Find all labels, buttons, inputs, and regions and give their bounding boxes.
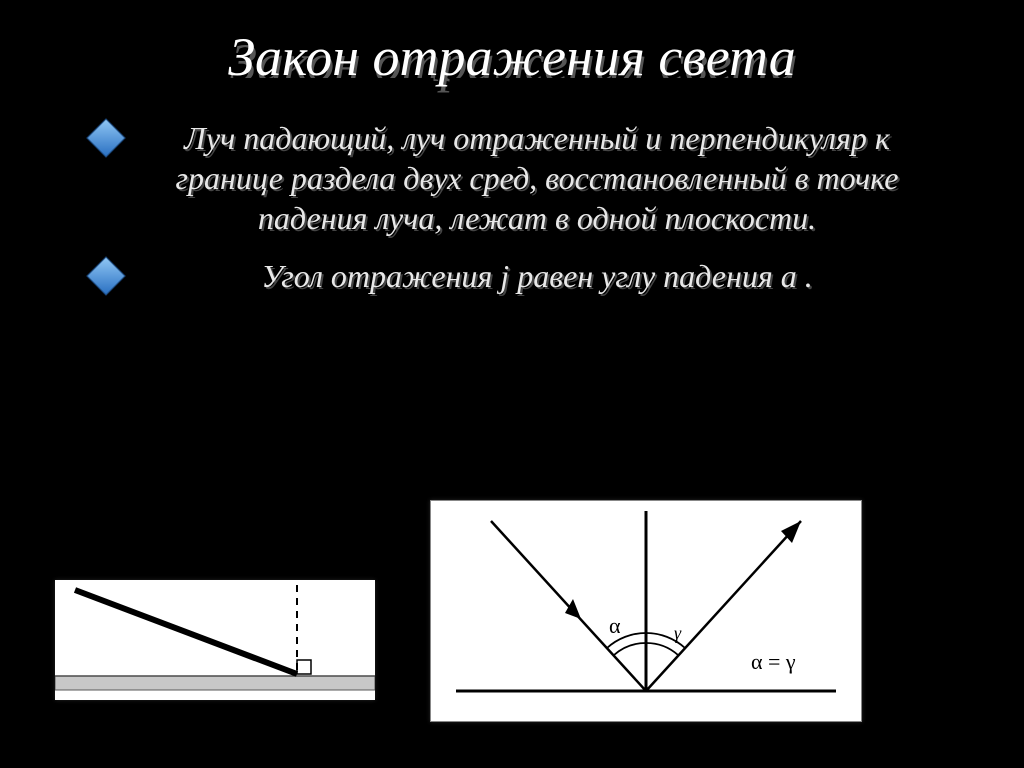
- incident-arrowhead-icon: [565, 599, 581, 619]
- angle-arc-alpha: [614, 643, 646, 655]
- incident-ray: [75, 590, 297, 674]
- equation-label: α = γ: [751, 649, 796, 674]
- diamond-bullet-icon: [86, 256, 126, 296]
- alpha-label: α: [609, 613, 621, 638]
- bullet-2: Угол отражения j равен углу падения a .: [150, 256, 924, 296]
- slide-title: Закон отражения света Закон отражения св…: [40, 30, 984, 88]
- bullet-1: Луч падающий, луч отраженный и перпендик…: [150, 118, 924, 238]
- surface: [55, 676, 375, 690]
- diagram-incident-ray: [55, 580, 375, 700]
- bullet-1-text: Луч падающий, луч отраженный и перпендик…: [150, 118, 924, 238]
- bullet-2-text: Угол отражения j равен углу падения a .: [150, 256, 924, 296]
- diagram-reflection: α γ α = γ: [430, 500, 862, 722]
- diamond-bullet-icon: [86, 118, 126, 158]
- angle-arc-gamma-inner: [646, 643, 678, 655]
- gamma-label: γ: [674, 623, 682, 643]
- right-angle-marker: [297, 660, 311, 674]
- incident-ray: [491, 521, 646, 691]
